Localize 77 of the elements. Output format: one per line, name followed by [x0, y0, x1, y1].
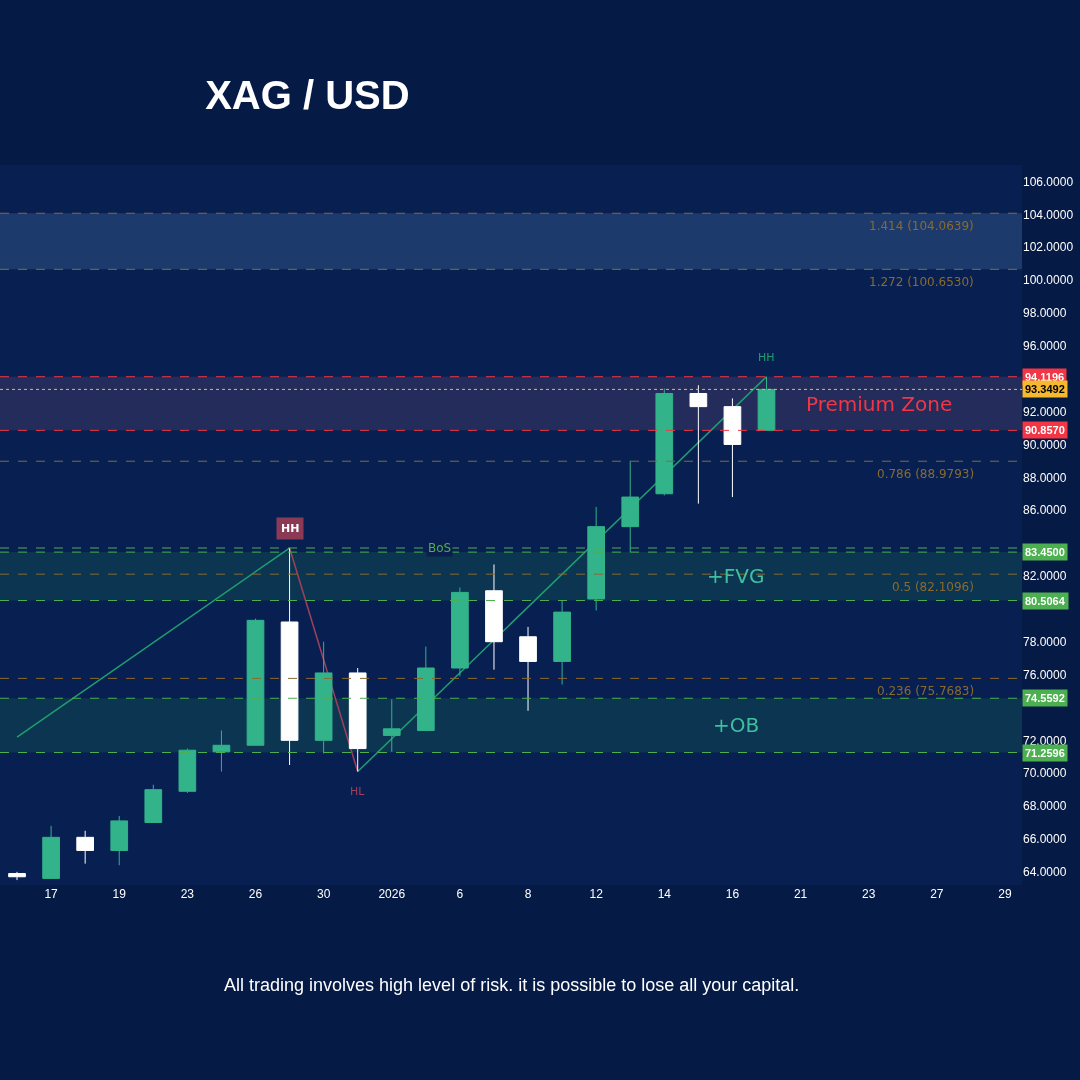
- x-tick-label: 23: [180, 887, 195, 901]
- candlestick: [382, 698, 401, 753]
- x-tick-label: 16: [725, 887, 740, 901]
- candlestick: [246, 618, 265, 746]
- ref-line-label: 90.8570: [1025, 424, 1065, 436]
- candlestick: [689, 384, 708, 505]
- ref-line-label: 0.786 (88.9793): [877, 467, 975, 481]
- y-tick-label: 78.0000: [1023, 634, 1067, 649]
- ref-line-label: 71.2596: [1025, 747, 1065, 759]
- candlestick: [451, 586, 469, 677]
- y-tick-label: 76.0000: [1023, 667, 1067, 682]
- candlestick: [280, 547, 299, 766]
- y-tick-label: 68.0000: [1023, 799, 1067, 814]
- x-tick-label: 19: [112, 887, 127, 901]
- x-tick-label: 6: [456, 887, 464, 901]
- y-tick-label: 98.0000: [1023, 306, 1067, 321]
- candlestick: [519, 626, 537, 712]
- ref-line-label: 0.236 (75.7683): [877, 684, 975, 698]
- candlestick: [76, 830, 95, 865]
- y-tick-label: 90.0000: [1023, 437, 1067, 452]
- annotation: HL: [350, 785, 366, 798]
- y-tick-label: 72.0000: [1023, 733, 1067, 748]
- y-tick-label: 106.0000: [1023, 174, 1074, 189]
- candlestick: [587, 506, 606, 611]
- ref-line-label: BoS: [428, 541, 452, 555]
- ref-line-label: 94.1196: [1025, 371, 1065, 383]
- ref-line-label: 1.272 (100.6530): [869, 275, 974, 289]
- candlestick: [757, 376, 776, 431]
- annotation: HH: [281, 522, 300, 535]
- ref-line-label: 74.5592: [1025, 692, 1065, 704]
- y-tick-label: 66.0000: [1023, 832, 1067, 847]
- y-tick-label: 100.0000: [1023, 273, 1074, 288]
- candlestick: [42, 825, 60, 879]
- candlestick: [621, 460, 640, 553]
- ref-line-label: 93.3492: [1025, 383, 1065, 395]
- candlestick: [348, 667, 367, 773]
- x-tick-label: 17: [44, 887, 59, 901]
- x-tick-label: 2026: [378, 887, 406, 901]
- x-tick-label: 30: [316, 887, 331, 901]
- band-label: +FVG: [707, 564, 765, 588]
- y-tick-label: 96.0000: [1023, 339, 1067, 354]
- y-tick-label: 102.0000: [1023, 240, 1074, 255]
- candlestick: [144, 784, 163, 824]
- candlestick: [485, 563, 503, 671]
- x-tick-label: 23: [862, 887, 876, 901]
- y-tick-label: 64.0000: [1023, 865, 1067, 880]
- band-label: Premium Zone: [806, 392, 953, 416]
- candlestick: [553, 600, 571, 685]
- candlestick: [178, 748, 197, 794]
- x-tick-label: 29: [998, 887, 1012, 901]
- band-label: +OB: [713, 713, 760, 737]
- y-tick-label: 92.0000: [1023, 404, 1067, 419]
- candlestick: [655, 388, 674, 496]
- annotation: HH: [758, 351, 775, 364]
- candlestick: [723, 397, 742, 498]
- x-tick-label: 27: [930, 887, 944, 901]
- ref-line-label: 1.414 (104.0639): [869, 219, 974, 233]
- ref-line-label: 80.5064: [1025, 595, 1066, 607]
- candlestick: [8, 871, 26, 881]
- text: All trading involves high level of risk. it is possible to lose all your capital.: [224, 975, 800, 995]
- ref-line-label: 0.5 (82.1096): [892, 580, 974, 594]
- y-tick-label: 70.0000: [1023, 766, 1067, 781]
- candlestick: [314, 641, 333, 754]
- y-tick-label: 88.0000: [1023, 470, 1067, 485]
- x-tick-label: 8: [524, 887, 532, 901]
- x-tick-label: 26: [248, 887, 263, 901]
- chart-title: XAG / USD: [205, 73, 410, 118]
- y-tick-label: 104.0000: [1023, 207, 1074, 222]
- candlestick: [110, 815, 129, 866]
- candlestick: [212, 729, 231, 773]
- ref-line-label: 83.4500: [1025, 546, 1065, 558]
- x-tick-label: 21: [793, 887, 808, 901]
- x-tick-label: 14: [657, 887, 672, 901]
- candlestick: [416, 646, 435, 731]
- x-tick-label: 12: [589, 887, 604, 901]
- y-tick-label: 86.0000: [1023, 503, 1067, 518]
- y-tick-label: 82.0000: [1023, 569, 1067, 584]
